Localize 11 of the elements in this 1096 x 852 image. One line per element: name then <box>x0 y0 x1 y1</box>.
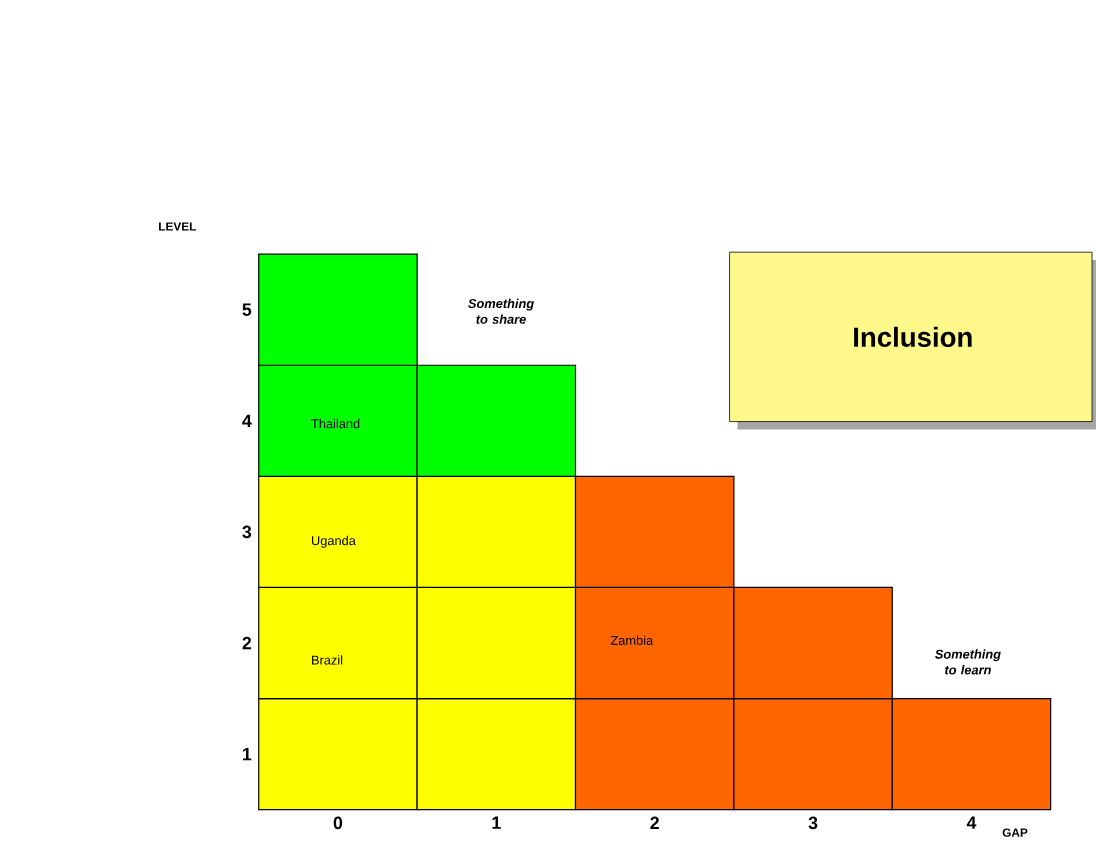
x-tick-label: 1 <box>492 817 501 830</box>
y-tick-label: 1 <box>243 748 252 761</box>
x-tick-label: 4 <box>966 817 977 830</box>
y-tick-label: 2 <box>242 637 252 650</box>
x-tick-label: 0 <box>333 817 343 830</box>
annotation: Inclusion <box>854 327 972 348</box>
y-tick-label: 4 <box>242 415 252 428</box>
y-tick-label: 3 <box>242 526 252 539</box>
x-tick-label: 3 <box>808 817 818 830</box>
x-tick-label: 2 <box>650 817 659 830</box>
y-tick-label: 5 <box>242 303 252 317</box>
